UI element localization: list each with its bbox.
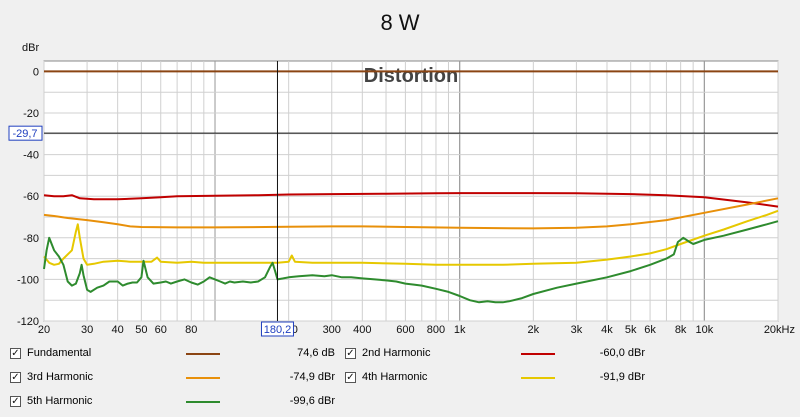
4th-harmonic-checkbox[interactable]: ✓ — [345, 372, 356, 383]
legend-value: -91,9 dBr — [599, 371, 645, 383]
legend-item-5th-harmonic[interactable]: ✓ 5th Harmonic -99,6 dBr — [10, 395, 340, 413]
x-tick-label: 80 — [185, 324, 197, 336]
3rd-harmonic-checkbox[interactable]: ✓ — [10, 372, 21, 383]
series-line-5th-harmonic[interactable] — [43, 220, 779, 304]
y-tick-label: -60 — [23, 191, 39, 203]
x-tick-label: 50 — [135, 324, 147, 336]
legend-value: 74,6 dB — [297, 347, 335, 359]
plot-area[interactable] — [43, 60, 779, 322]
x-tick-label: 6k — [644, 324, 656, 336]
x-tick-label: 5k — [625, 324, 637, 336]
legend-item-4th-harmonic[interactable]: ✓ 4th Harmonic -91,9 dBr — [345, 371, 675, 389]
x-tick-label: 40 — [112, 324, 124, 336]
legend-swatch — [521, 377, 555, 379]
y-tick-label: -40 — [23, 150, 39, 162]
series-line-4th-harmonic[interactable] — [43, 209, 779, 266]
x-tick-label: 2k — [528, 324, 540, 336]
legend-label: 3rd Harmonic — [27, 371, 94, 383]
x-tick-label: 300 — [323, 324, 341, 336]
y-tick-label: -80 — [23, 233, 39, 245]
legend-swatch — [186, 353, 220, 355]
x-tick-label: 1k — [454, 324, 466, 336]
5th-harmonic-checkbox[interactable]: ✓ — [10, 396, 21, 407]
x-tick-label: 20 — [38, 324, 50, 336]
fundamental-checkbox[interactable]: ✓ — [10, 348, 21, 359]
cursor-x-readout-box — [260, 321, 294, 337]
y-tick-label: -20 — [23, 108, 39, 120]
y-tick-label: -100 — [17, 274, 39, 286]
x-tick-label: 400 — [353, 324, 371, 336]
chart-title: 8 W — [380, 10, 420, 35]
legend-label: 5th Harmonic — [27, 395, 93, 407]
legend-swatch — [186, 377, 220, 379]
cursor-y-readout-box — [8, 125, 43, 141]
legend-item-3rd-harmonic[interactable]: ✓ 3rd Harmonic -74,9 dBr — [10, 371, 340, 389]
2nd-harmonic-checkbox[interactable]: ✓ — [345, 348, 356, 359]
x-tick-label: 3k — [571, 324, 583, 336]
legend-swatch — [186, 401, 220, 403]
y-tick-label: -120 — [17, 316, 39, 328]
series-line-3rd-harmonic[interactable] — [43, 197, 779, 230]
legend-value: -99,6 dBr — [289, 395, 335, 407]
x-tick-label: 10k — [695, 324, 713, 336]
x-tick-label: 8k — [675, 324, 687, 336]
x-tick-label: 600 — [396, 324, 414, 336]
legend-item-2nd-harmonic[interactable]: ✓ 2nd Harmonic -60,0 dBr — [345, 347, 675, 365]
x-tick-label: 30 — [81, 324, 93, 336]
legend-value: -74,9 dBr — [289, 371, 335, 383]
x-tick-label: 800 — [427, 324, 445, 336]
legend-item-fundamental[interactable]: ✓ Fundamental 74,6 dB — [10, 347, 340, 365]
series-line-2nd-harmonic[interactable] — [43, 192, 779, 208]
x-tick-label: 20kHz — [764, 324, 795, 336]
legend-value: -60,0 dBr — [599, 347, 645, 359]
cursor-x-readout: 180,2 — [264, 324, 292, 336]
chart-subtitle: Distortion — [364, 65, 458, 87]
legend-swatch — [521, 353, 555, 355]
y-axis-label: dBr — [22, 42, 40, 54]
cursor-y-readout: -29,7 — [12, 128, 37, 140]
legend-label: Fundamental — [27, 347, 92, 359]
x-tick-label: 60 — [155, 324, 167, 336]
x-tick-label: 4k — [601, 324, 613, 336]
y-tick-label: 0 — [33, 66, 39, 78]
legend-label: 2nd Harmonic — [362, 347, 431, 359]
legend-label: 4th Harmonic — [362, 371, 428, 383]
